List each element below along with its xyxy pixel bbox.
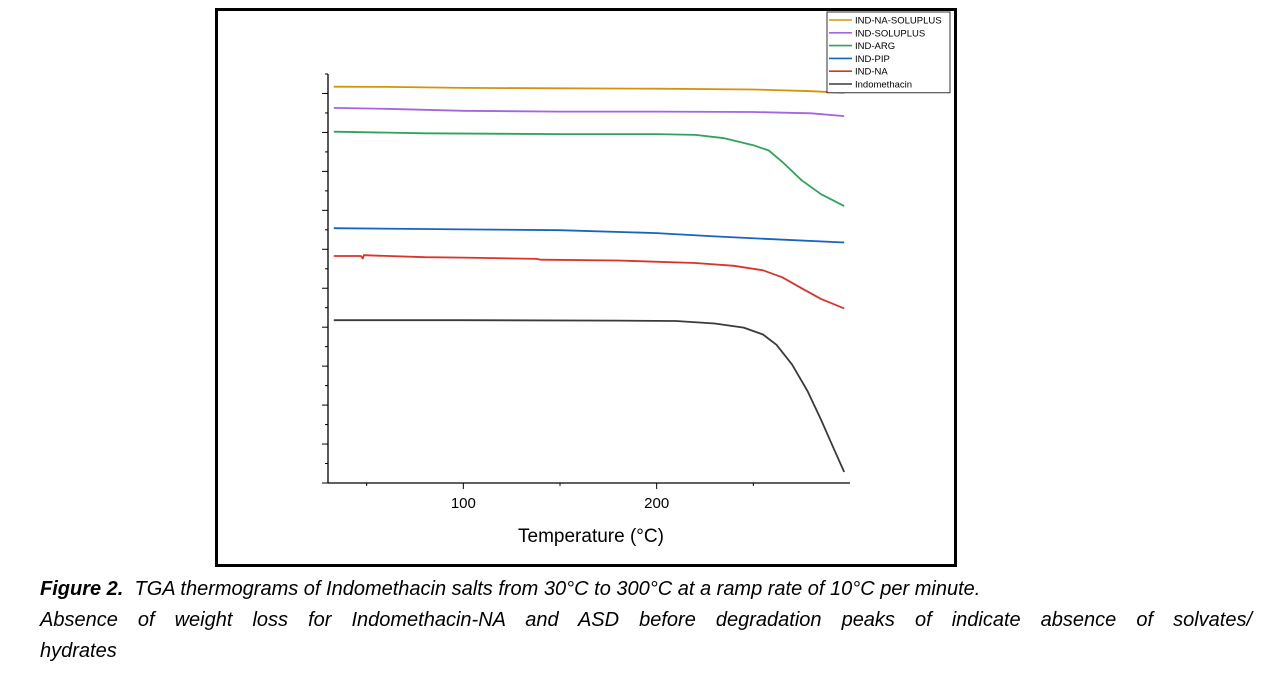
legend-box: [826, 11, 951, 94]
series-line-ind-pip: [333, 227, 845, 244]
legend-label: IND-ARG: [855, 41, 895, 52]
caption-line3: hydrates: [40, 640, 117, 662]
series-line-ind-soluplus: [333, 107, 845, 117]
x-tick-label: 100: [451, 495, 476, 512]
series-line-ind-na-soluplus: [333, 85, 845, 94]
series-line-ind-na: [333, 254, 845, 310]
legend-label: IND-NA: [855, 67, 888, 78]
series-line-ind-arg: [333, 130, 845, 207]
caption-line1: TGA thermograms of Indomethacin salts fr…: [134, 578, 981, 600]
legend-label: IND-NA-SOLUPLUS: [855, 16, 942, 27]
legend-label: Indomethacin: [855, 80, 912, 91]
legend-label: IND-SOLUPLUS: [855, 28, 925, 39]
legend-label: IND-PIP: [855, 54, 890, 65]
caption-label: Figure 2.: [40, 578, 124, 600]
caption-line2: Absence of weight loss for Indomethacin-…: [40, 609, 1252, 631]
figure-frame: 100 200 Temperature (°C) IND-NA-SOLUPLUS IND…: [215, 8, 957, 567]
x-tick-label: 200: [644, 495, 669, 512]
x-axis-title: Temperature (°C): [518, 526, 664, 547]
series-line-indomethacin: [333, 319, 846, 473]
figure-caption: Figure 2. TGA thermograms of Indomethaci…: [40, 574, 1252, 667]
